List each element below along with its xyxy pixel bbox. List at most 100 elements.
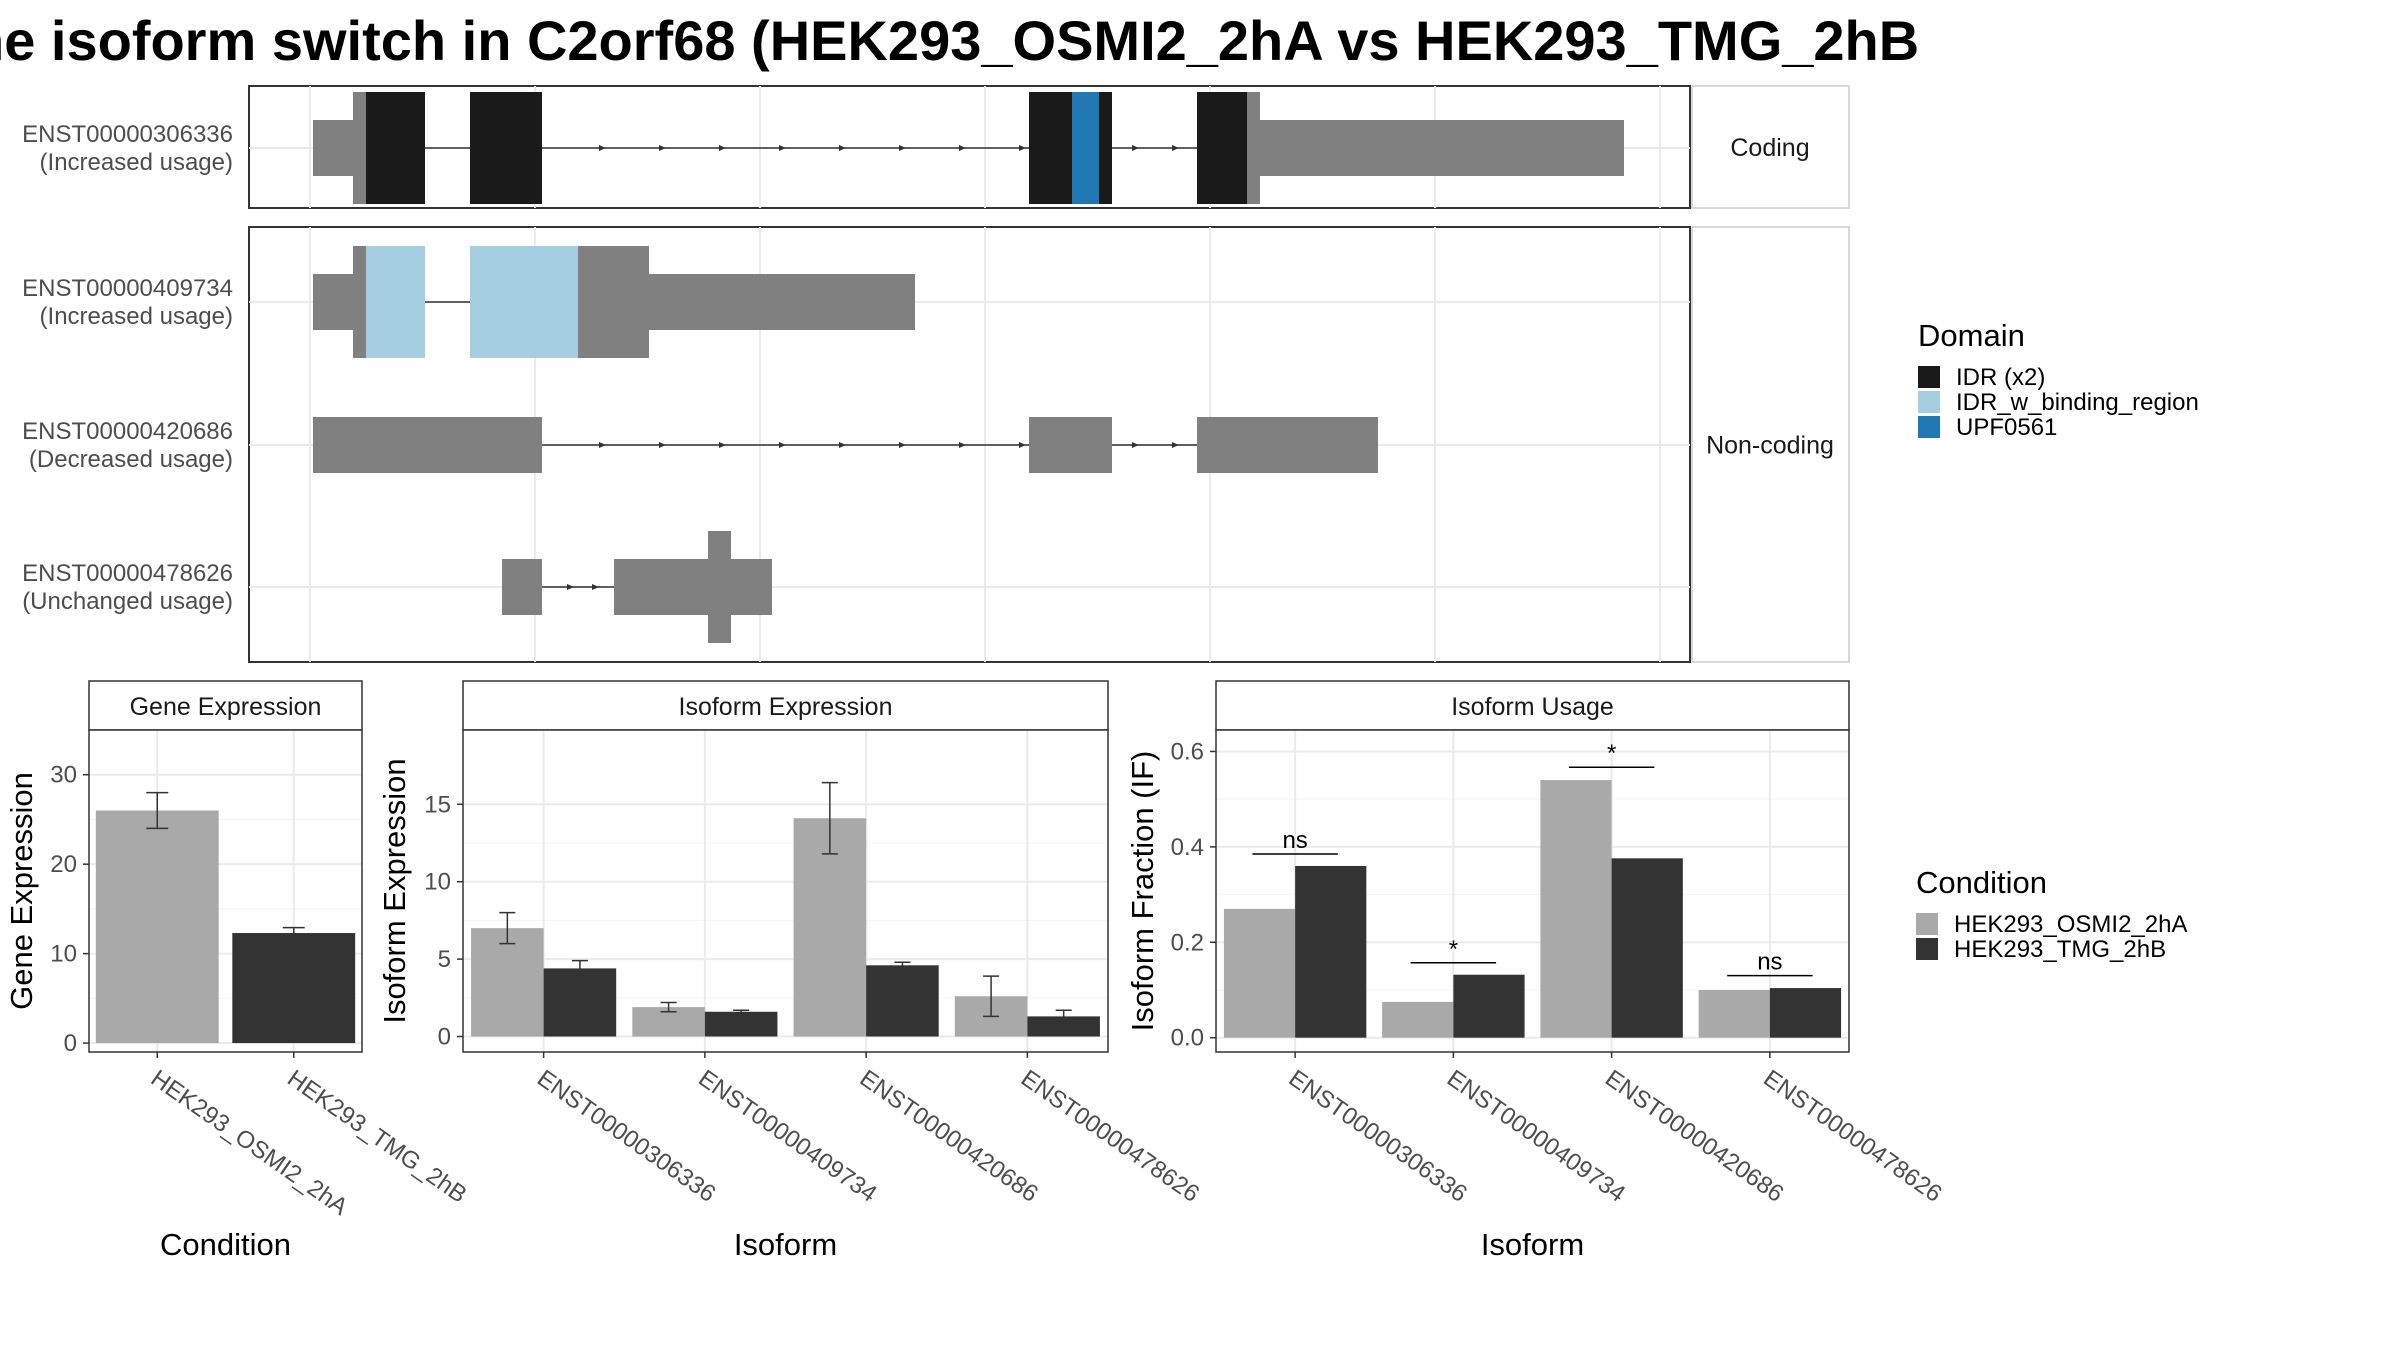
domain-legend-label: IDR (x2) [1956, 364, 2045, 391]
exon [353, 92, 366, 204]
x-axis-title: Isoform [734, 1227, 837, 1262]
intron-arrow [599, 145, 606, 151]
bar-HEK293_TMG_2hB [232, 933, 356, 1044]
coding-facet-strip [1691, 85, 1850, 209]
significance-label: ns [1757, 949, 1782, 976]
coding-facet-strip-label: Coding [1730, 134, 1809, 162]
expression-bar-panels: Gene Expression0102030HEK293_OSMI2_2hAHE… [4, 680, 1947, 1262]
y-axis-title: Isoform Expression [377, 758, 412, 1023]
intron-arrow [1019, 442, 1026, 448]
domain-legend-title: Domain [1918, 318, 2025, 353]
condition-legend-title: Condition [1916, 865, 2047, 900]
x-tick-label: ENST00000409734 [693, 1065, 881, 1208]
idr-domain [1029, 92, 1072, 204]
idr-domain [470, 92, 542, 204]
intron-arrow [1172, 442, 1179, 448]
exon [353, 246, 366, 358]
domain-legend: Domain IDR (x2)IDR_w_binding_regionUPF05… [1918, 318, 2199, 441]
domain-legend-key [1918, 391, 1940, 413]
intron-arrow [567, 584, 574, 590]
isoform-usage-label: (Decreased usage) [29, 446, 233, 473]
x-tick-label: ENST00000306336 [532, 1065, 720, 1208]
bar-HEK293_TMG_2hB-ENST00000409734 [1453, 974, 1525, 1038]
domain-legend-label: UPF0561 [1956, 414, 2057, 441]
bar-HEK293_OSMI2_2hA-ENST00000409734 [1382, 1001, 1454, 1038]
bar-HEK293_TMG_2hB-ENST00000306336 [543, 968, 617, 1037]
panel-strip-title: Gene Expression [130, 693, 322, 721]
condition-legend-label: HEK293_TMG_2hB [1954, 936, 2166, 963]
intron-arrow [719, 442, 726, 448]
intron-arrow [1132, 442, 1139, 448]
intron-arrow [779, 442, 786, 448]
bar-panel-2: Isoform Usagens**ns0.00.20.40.6ENST00000… [1125, 680, 1947, 1262]
x-tick-label: ENST00000420686 [855, 1065, 1043, 1208]
condition-legend-key [1916, 913, 1938, 935]
intron-arrow [599, 442, 606, 448]
y-tick-label: 10 [50, 941, 77, 968]
intron-arrow [899, 442, 906, 448]
isoform-usage-label: (Increased usage) [40, 149, 233, 176]
isoform-structure-plot: CodingNon-codingENST00000306336(Increase… [22, 85, 1850, 663]
idr-domain [1197, 92, 1247, 204]
utr-exon [649, 274, 915, 330]
noncoding-facet-strip-label: Non-coding [1706, 432, 1834, 460]
y-tick-label: 0.0 [1171, 1025, 1204, 1052]
noncoding-exon [1029, 417, 1112, 473]
bar-HEK293_OSMI2_2hA [95, 810, 219, 1044]
x-axis-title: Isoform [1481, 1227, 1584, 1262]
y-tick-label: 5 [438, 946, 451, 973]
y-tick-label: 30 [50, 762, 77, 789]
figure-title: he isoform switch in C2orf68 (HEK293_OSM… [0, 9, 1919, 72]
x-tick-label: ENST00000478626 [1016, 1065, 1204, 1208]
y-tick-label: 0 [438, 1024, 451, 1051]
noncoding-facet-strip [1691, 226, 1850, 663]
y-tick-label: 20 [50, 851, 77, 878]
noncoding-exon [614, 559, 772, 615]
bar-HEK293_TMG_2hB-ENST00000478626 [1027, 1016, 1100, 1037]
bar-HEK293_TMG_2hB-ENST00000409734 [704, 1011, 778, 1037]
y-tick-label: 0 [64, 1030, 77, 1057]
noncoding-exon [708, 531, 731, 643]
isoform-id-label: ENST00000420686 [22, 418, 233, 445]
utr-exon [313, 120, 353, 176]
panel-strip [1215, 680, 1850, 731]
intron-arrow [839, 145, 846, 151]
y-tick-label: 0.6 [1171, 738, 1204, 765]
idr-w-binding-region-domain [366, 246, 425, 358]
panel-strip [88, 680, 363, 731]
bar-HEK293_OSMI2_2hA-ENST00000306336 [1223, 908, 1296, 1038]
significance-label: * [1607, 740, 1616, 767]
idr-w-binding-region-domain [470, 246, 578, 358]
panel-border [462, 729, 1109, 1053]
utr-exon [313, 274, 353, 330]
intron-arrow [1172, 145, 1179, 151]
intron-arrow [592, 584, 599, 590]
isoform-id-label: ENST00000306336 [22, 121, 233, 148]
panel-strip-title: Isoform Expression [679, 693, 893, 721]
isoform-id-label: ENST00000409734 [22, 275, 233, 302]
domain-legend-label: IDR_w_binding_region [1956, 389, 2199, 416]
bar-HEK293_TMG_2hB-ENST00000420686 [866, 965, 939, 1037]
domain-legend-key [1918, 416, 1940, 438]
bar-HEK293_OSMI2_2hA-ENST00000420686 [793, 818, 867, 1037]
intron-arrow [899, 145, 906, 151]
bar-HEK293_OSMI2_2hA-ENST00000420686 [1540, 780, 1612, 1038]
intron-arrow [779, 145, 786, 151]
exon [578, 246, 649, 358]
intron-arrow [959, 145, 966, 151]
intron-arrow [1019, 145, 1026, 151]
bar-HEK293_TMG_2hB-ENST00000478626 [1769, 988, 1842, 1038]
y-tick-label: 10 [424, 869, 451, 896]
bar-HEK293_TMG_2hB-ENST00000306336 [1295, 865, 1367, 1038]
intron-arrow [959, 442, 966, 448]
bar-HEK293_TMG_2hB-ENST00000420686 [1611, 858, 1683, 1038]
isoform-id-label: ENST00000478626 [22, 560, 233, 587]
intron-arrow [839, 442, 846, 448]
panel-strip-title: Isoform Usage [1451, 693, 1614, 721]
isoform-usage-label: (Increased usage) [40, 303, 233, 330]
significance-label: ns [1282, 827, 1307, 854]
noncoding-exon [313, 417, 542, 473]
intron-arrow [659, 145, 666, 151]
